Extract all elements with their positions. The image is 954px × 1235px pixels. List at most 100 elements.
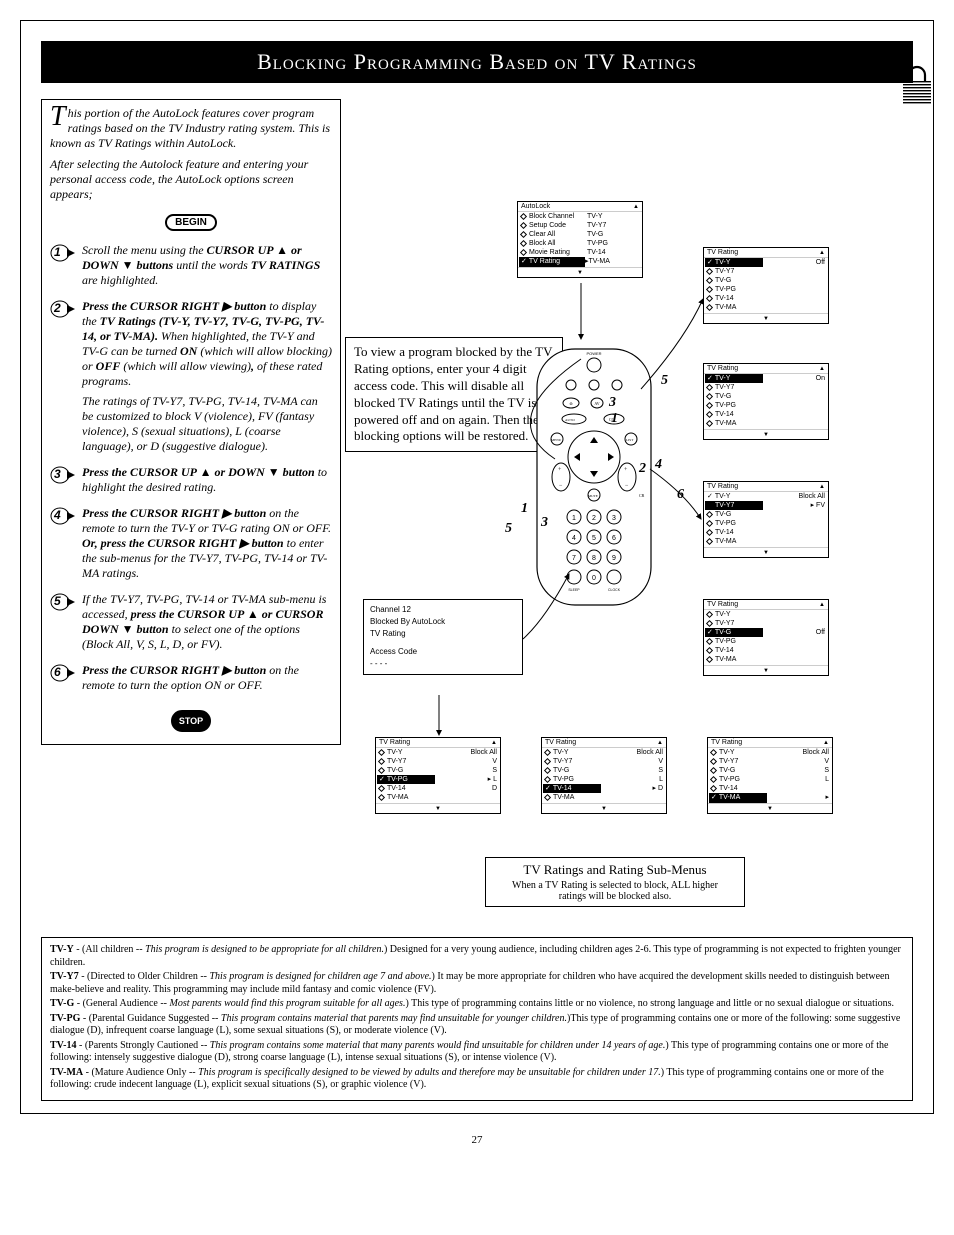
step: 4 Press the CURSOR RIGHT ▶ button on the… (50, 506, 332, 586)
step-number-icon: 4 (50, 506, 76, 526)
step: 5 If the TV-Y7, TV-PG, TV-14 or TV-MA su… (50, 592, 332, 657)
osd-row: TV-PG (704, 519, 828, 528)
osd-row: TV-PG L (376, 775, 500, 784)
svg-text:9: 9 (612, 555, 616, 562)
begin-badge: BEGIN (165, 214, 217, 231)
step-text: The ratings of TV-Y7, TV-PG, TV-14, TV-M… (82, 394, 332, 454)
rating-definition: TV-14 - (Parents Strongly Cautioned -- T… (50, 1040, 904, 1065)
diagram-column: To view a program blocked by the TV Rati… (345, 99, 913, 929)
osd-row: TV-YBlock All (708, 748, 832, 757)
svg-text:7: 7 (572, 555, 576, 562)
step-number-icon: 5 (50, 592, 76, 612)
osd-row: Clear AllTV-G (518, 230, 642, 239)
osd-row: TV-G (704, 392, 828, 401)
osd-row: TV-MA (704, 537, 828, 546)
svg-text:LIST: LIST (626, 438, 634, 442)
svg-text:AV: AV (594, 401, 599, 406)
step: 6 Press the CURSOR RIGHT ▶ button on the… (50, 663, 332, 698)
osd-row: TV-MA (704, 303, 828, 312)
step-number-icon: 3 (50, 465, 76, 485)
osd-row: TV-14 D (542, 784, 666, 793)
svg-text:⊚: ⊚ (569, 401, 572, 406)
osd-row: TV-Y (704, 610, 828, 619)
callout-number: 1 (521, 501, 528, 517)
step: 3 Press the CURSOR UP ▲ or DOWN ▼ button… (50, 465, 332, 500)
svg-text:CLOCK: CLOCK (608, 588, 621, 592)
svg-text:MENU: MENU (551, 438, 562, 442)
footer-note-box: TV Ratings and Rating Sub-Menus When a T… (465, 849, 765, 907)
blocked-line: Access Code (370, 646, 516, 658)
svg-text:SLEEP: SLEEP (568, 588, 580, 592)
ratings-definitions: TV-Y - (All children -- This program is … (41, 937, 913, 1101)
callout-number: 3 (541, 515, 548, 531)
rating-definition: TV-PG - (Parental Guidance Suggested -- … (50, 1013, 904, 1038)
osd-row: TV-GOff (704, 628, 828, 637)
osd-row: TV-MA (376, 793, 500, 802)
osd-row: TV-PG (704, 285, 828, 294)
callout-number: 1 (611, 411, 618, 427)
svg-text:POWER: POWER (586, 351, 601, 356)
osd-row: TV-GS (542, 766, 666, 775)
step-number-icon: 6 (50, 663, 76, 683)
osd-row: TV-Y7V (376, 757, 500, 766)
osd-rating-menu: TV RatingTV-YTV-Y7TV-GOffTV-PGTV-14TV-MA (703, 599, 829, 676)
step-number-icon: 1 (50, 243, 76, 263)
page-number: 27 (0, 1134, 954, 1146)
osd-row: TV-YOff (704, 258, 828, 267)
osd-row: Block AllTV-PG (518, 239, 642, 248)
osd-rating-submenu: TV RatingTV-YBlock AllTV-Y7VTV-GSTV-PG L… (375, 737, 501, 814)
osd-row: TV-Y7 (704, 619, 828, 628)
callout-number: 2 (639, 461, 646, 477)
osd-row: Block ChannelTV-Y (518, 212, 642, 221)
osd-row: TV-YBlock All (376, 748, 500, 757)
svg-text:CR: CR (639, 493, 645, 498)
svg-text:6: 6 (612, 535, 616, 542)
osd-row: TV-PG (704, 637, 828, 646)
osd-row: TV-14 (708, 784, 832, 793)
osd-rating-menu: TV RatingTV-YOnTV-Y7TV-GTV-PGTV-14TV-MA (703, 363, 829, 440)
remote-control-diagram: POWER ⊚ AV AUTO CC (529, 347, 659, 607)
osd-row: TV-Y7 (704, 267, 828, 276)
blocked-line: Channel 12 (370, 604, 516, 616)
step-text: Press the CURSOR RIGHT ▶ button on the r… (82, 506, 332, 581)
osd-rating-submenu: TV RatingTV-YBlock AllTV-Y7VTV-GSTV-PGLT… (541, 737, 667, 814)
osd-row: TV-PGL (708, 775, 832, 784)
svg-text:8: 8 (592, 555, 596, 562)
osd-row: TV-MA (704, 655, 828, 664)
blocked-line: Blocked By AutoLock (370, 616, 516, 628)
rating-definition: TV-G - (General Audience -- Most parents… (50, 998, 904, 1011)
osd-row: TV-G (704, 510, 828, 519)
intro-paragraph-2: After selecting the Autolock feature and… (50, 157, 332, 202)
svg-text:MUTE: MUTE (588, 494, 598, 498)
page-title: Blocking Programming Based on TV Ratings (41, 41, 913, 83)
svg-text:0: 0 (592, 575, 596, 582)
osd-rating-menu: TV RatingTV-YOffTV-Y7TV-GTV-PGTV-14TV-MA (703, 247, 829, 324)
osd-row: TV-PGL (542, 775, 666, 784)
page: Blocking Programming Based on TV Ratings… (20, 20, 934, 1114)
instructions-column: This portion of the AutoLock features co… (41, 99, 341, 929)
osd-row: TV-YBlock All (542, 748, 666, 757)
callout-number: 4 (655, 457, 662, 473)
osd-row: TV-14D (376, 784, 500, 793)
osd-row: TV-MA (542, 793, 666, 802)
rating-definition: TV-Y7 - (Directed to Older Children -- T… (50, 971, 904, 996)
osd-row: TV-G (704, 276, 828, 285)
osd-rating-submenu: TV RatingTV-YBlock AllTV-Y7VTV-GSTV-PGLT… (707, 737, 833, 814)
callout-number: 3 (609, 395, 616, 411)
footer-text: When a TV Rating is selected to block, A… (498, 880, 732, 902)
svg-text:1: 1 (572, 515, 576, 522)
osd-row: TV RatingTV-MA (518, 257, 642, 266)
osd-row: TV-14 (704, 294, 828, 303)
step: 2 Press the CURSOR RIGHT ▶ button to dis… (50, 299, 332, 459)
osd-row: TV-Y7V (708, 757, 832, 766)
svg-text:4: 4 (572, 535, 576, 542)
osd-row: TV-Y7V (542, 757, 666, 766)
osd-row: TV-14 (704, 410, 828, 419)
step: 1 Scroll the menu using the CURSOR UP ▲ … (50, 243, 332, 293)
osd-row: TV-PG (704, 401, 828, 410)
blocked-line: TV Rating (370, 628, 516, 640)
intro-box: This portion of the AutoLock features co… (41, 99, 341, 745)
rating-definition: TV-MA - (Mature Audience Only -- This pr… (50, 1067, 904, 1092)
step-text: Press the CURSOR RIGHT ▶ button to displ… (82, 299, 332, 389)
blocked-line: - - - - (370, 658, 516, 670)
